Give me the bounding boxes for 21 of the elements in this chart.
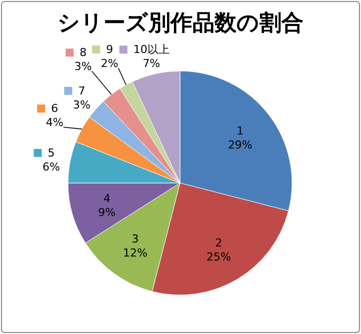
data-label: 4% [46,116,64,130]
data-label: 6% [42,160,60,174]
legend-label: 10以上 [133,43,170,56]
legend-label: 5 [48,146,55,160]
data-label: 12% [123,246,148,260]
legend-label: 7 [78,84,86,98]
data-label: 2% [100,57,118,70]
data-label: 29% [228,138,252,152]
data-label: 3% [72,98,90,112]
slice-label: 1 [236,124,244,138]
slice-label: 3 [132,232,139,246]
slice-label: 2 [215,236,222,250]
data-label: 7% [142,57,160,70]
data-label: 9% [98,206,116,220]
legend-label: 6 [51,102,58,116]
chart-title: シリーズ別作品数の割合 [58,11,304,36]
legend-label: 8 [80,46,87,60]
legend-label: 9 [106,43,114,56]
data-label: 3% [74,60,92,74]
data-label: 25% [206,250,231,264]
slice-label: 4 [103,192,110,206]
